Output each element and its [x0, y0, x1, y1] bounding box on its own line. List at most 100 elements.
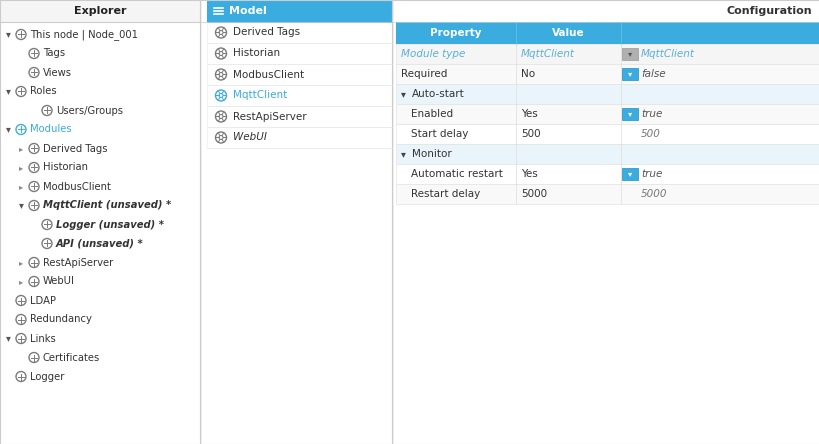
- Text: ▾: ▾: [6, 124, 11, 135]
- Text: Restart delay: Restart delay: [410, 189, 480, 199]
- Circle shape: [219, 52, 223, 56]
- Text: ▾: ▾: [627, 170, 631, 178]
- Text: Yes: Yes: [520, 169, 537, 179]
- Text: LDAP: LDAP: [30, 296, 56, 305]
- Circle shape: [219, 115, 223, 119]
- Circle shape: [16, 124, 26, 135]
- Bar: [396, 124, 819, 144]
- Circle shape: [29, 353, 39, 362]
- Text: Yes: Yes: [520, 109, 537, 119]
- Text: 500: 500: [520, 129, 540, 139]
- Text: MqttClient: MqttClient: [520, 49, 574, 59]
- Text: Monitor: Monitor: [411, 149, 451, 159]
- Text: true: true: [640, 109, 662, 119]
- Text: ▾: ▾: [627, 110, 631, 119]
- Circle shape: [219, 135, 223, 139]
- Text: Roles: Roles: [30, 87, 57, 96]
- Text: ▸: ▸: [19, 258, 23, 267]
- Circle shape: [219, 31, 223, 35]
- Text: Auto-start: Auto-start: [411, 89, 464, 99]
- Text: true: true: [640, 169, 662, 179]
- Bar: [206, 22, 391, 43]
- Bar: [396, 64, 819, 84]
- Text: Links: Links: [30, 333, 56, 344]
- Circle shape: [16, 29, 26, 40]
- Text: MqttClient (unsaved) *: MqttClient (unsaved) *: [43, 201, 171, 210]
- Bar: [622, 48, 637, 60]
- Text: Derived Tags: Derived Tags: [43, 143, 107, 154]
- Text: Model: Model: [229, 6, 266, 16]
- Text: ▸: ▸: [19, 163, 23, 172]
- Circle shape: [219, 72, 223, 76]
- Text: Tags: Tags: [43, 48, 65, 59]
- Text: Automatic restart: Automatic restart: [410, 169, 502, 179]
- Text: ▾: ▾: [6, 333, 11, 344]
- Circle shape: [29, 182, 39, 191]
- Circle shape: [16, 296, 26, 305]
- Bar: [396, 44, 819, 64]
- Text: Enabled: Enabled: [410, 109, 453, 119]
- Circle shape: [42, 219, 52, 230]
- Text: 5000: 5000: [520, 189, 546, 199]
- Text: RestApiServer: RestApiServer: [43, 258, 113, 267]
- Circle shape: [219, 94, 223, 98]
- Bar: [396, 104, 819, 124]
- Bar: [206, 106, 391, 127]
- Text: false: false: [640, 69, 665, 79]
- Text: Required: Required: [400, 69, 447, 79]
- Text: ModbusClient: ModbusClient: [43, 182, 111, 191]
- Text: No: No: [520, 69, 535, 79]
- Circle shape: [16, 372, 26, 381]
- Circle shape: [29, 48, 39, 59]
- Circle shape: [215, 90, 226, 101]
- Circle shape: [29, 67, 39, 78]
- Text: Derived Tags: Derived Tags: [233, 28, 300, 37]
- Text: Logger (unsaved) *: Logger (unsaved) *: [56, 219, 164, 230]
- Bar: [0, 0, 200, 22]
- Circle shape: [215, 48, 226, 59]
- Bar: [206, 85, 391, 106]
- Text: This node | Node_001: This node | Node_001: [30, 29, 138, 40]
- Text: Start delay: Start delay: [410, 129, 468, 139]
- Bar: [396, 84, 819, 104]
- Text: ▾: ▾: [400, 149, 405, 159]
- Text: ▾: ▾: [400, 89, 405, 99]
- Text: ▾: ▾: [19, 201, 24, 210]
- Text: MqttClient: MqttClient: [233, 91, 287, 100]
- Text: Redundancy: Redundancy: [30, 314, 92, 325]
- Circle shape: [29, 201, 39, 210]
- Circle shape: [215, 111, 226, 122]
- Circle shape: [215, 27, 226, 38]
- Bar: [396, 164, 819, 184]
- Circle shape: [16, 333, 26, 344]
- Text: ▸: ▸: [19, 182, 23, 191]
- Text: MqttClient: MqttClient: [640, 49, 695, 59]
- Circle shape: [42, 238, 52, 249]
- Text: API (unsaved) *: API (unsaved) *: [56, 238, 143, 249]
- Bar: [206, 64, 391, 85]
- Text: Module type: Module type: [400, 49, 465, 59]
- Circle shape: [29, 163, 39, 173]
- Bar: [622, 68, 637, 80]
- Text: Users/Groups: Users/Groups: [56, 106, 123, 115]
- Text: Explorer: Explorer: [74, 6, 126, 16]
- Text: Property: Property: [430, 28, 482, 38]
- Circle shape: [215, 132, 226, 143]
- Circle shape: [42, 106, 52, 115]
- Circle shape: [29, 277, 39, 286]
- Bar: [206, 0, 391, 22]
- Text: ▸: ▸: [19, 144, 23, 153]
- Text: Certificates: Certificates: [43, 353, 100, 362]
- Text: Views: Views: [43, 67, 72, 78]
- Text: WebUI: WebUI: [43, 277, 75, 286]
- Bar: [206, 43, 391, 64]
- Text: Historian: Historian: [43, 163, 88, 173]
- Text: Configuration: Configuration: [726, 6, 811, 16]
- Bar: [622, 108, 637, 120]
- Text: ▾: ▾: [6, 29, 11, 40]
- Circle shape: [16, 314, 26, 325]
- Text: Modules: Modules: [30, 124, 71, 135]
- Text: WebUI: WebUI: [233, 132, 266, 143]
- Text: 5000: 5000: [640, 189, 667, 199]
- Bar: [622, 168, 637, 180]
